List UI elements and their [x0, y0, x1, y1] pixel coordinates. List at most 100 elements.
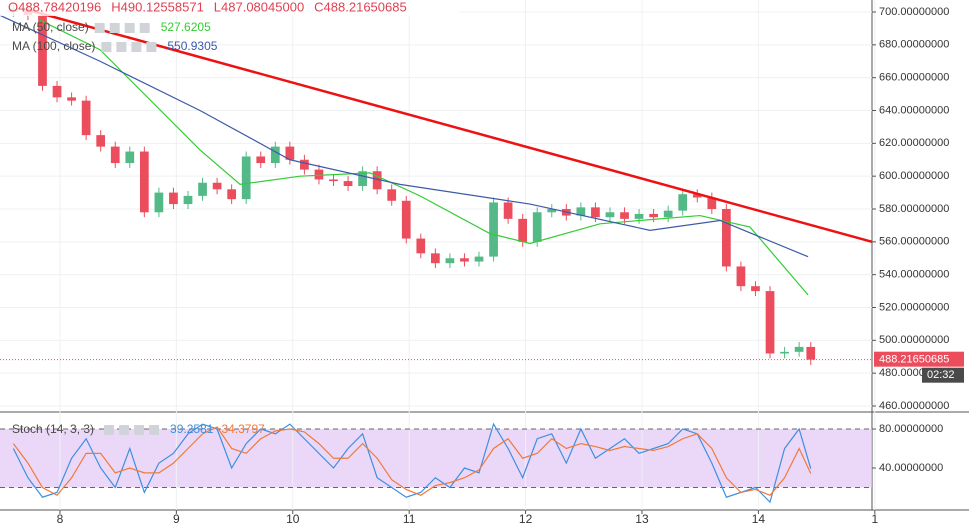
candle-body: [806, 346, 816, 360]
stoch-line: [12, 422, 812, 504]
last-price-box: [874, 351, 964, 367]
candle-body: [300, 159, 309, 170]
candle-body: [154, 192, 164, 213]
y-tick-label: 540.00000000: [879, 269, 949, 281]
candle-body: [503, 202, 513, 219]
candle-body: [139, 151, 149, 213]
candle-body: [794, 346, 804, 352]
candle-body: [547, 209, 557, 213]
x-tick-label: 1: [871, 512, 878, 526]
legend-icon[interactable]: [146, 42, 157, 52]
candle-body: [765, 291, 775, 354]
candle-body: [707, 197, 717, 210]
stoch-value: 39.2581: [170, 422, 214, 436]
last-price-label: 488.21650685: [879, 354, 949, 366]
candle-body: [751, 286, 760, 292]
legend-name: MA (100, close): [12, 39, 95, 53]
y-tick-label: 500.00000000: [879, 334, 949, 346]
candle-body: [532, 212, 542, 242]
candle-body: [445, 258, 455, 264]
legend-icon[interactable]: [119, 425, 130, 435]
legend-icon[interactable]: [149, 425, 160, 435]
moving-average: [39, 19, 809, 296]
stoch-title: Stoch (14, 3, 3): [12, 422, 94, 436]
candle-body: [270, 146, 280, 164]
legend-icon[interactable]: [109, 23, 120, 33]
legend-icon[interactable]: [134, 425, 145, 435]
candle-body: [372, 171, 382, 190]
y-tick-label: 40.00000000: [879, 462, 943, 474]
candle-body: [416, 238, 426, 254]
header-bg: [0, 0, 460, 16]
legend-icon[interactable]: [124, 23, 135, 33]
y-tick-label: 700.00000000: [879, 6, 949, 18]
candle-body: [358, 171, 367, 187]
candle-body: [489, 202, 498, 257]
legend-icon[interactable]: [101, 42, 112, 52]
candle-body: [460, 258, 469, 262]
legend-name: MA (50, close): [12, 20, 89, 34]
legend-value: 527.6205: [161, 20, 211, 34]
y-tick-label: 640.00000000: [879, 104, 949, 116]
countdown-box: [922, 367, 964, 383]
candle-body: [387, 189, 397, 201]
y-tick-label: 600.00000000: [879, 170, 949, 182]
candle-body: [518, 218, 528, 242]
candle-body: [663, 210, 673, 218]
legend-icon[interactable]: [104, 425, 115, 435]
candle-body: [780, 351, 789, 354]
candle-body: [256, 156, 266, 164]
candle-body: [125, 151, 135, 164]
candle-body: [605, 212, 615, 218]
candle-body: [649, 213, 658, 218]
legend-value: 550.9305: [167, 39, 217, 53]
candle-body: [38, 15, 47, 86]
candle-body: [52, 85, 62, 98]
x-tick-label: 13: [635, 512, 649, 526]
candle-body: [81, 100, 91, 136]
legend-icon[interactable]: [131, 42, 142, 52]
candle-body: [183, 195, 193, 205]
candle-body: [96, 135, 106, 147]
candle-body: [474, 256, 484, 262]
candle-body: [285, 146, 295, 160]
stoch-line: [12, 426, 812, 497]
candle-body: [110, 146, 120, 164]
ohlc-value: C488.21650685: [314, 0, 407, 14]
legend-icon[interactable]: [116, 42, 127, 52]
x-tick-label: 11: [403, 512, 416, 526]
x-tick-label: 8: [57, 512, 64, 526]
y-tick-label: 680.00000000: [879, 39, 949, 51]
candle-body: [343, 181, 353, 187]
candle-body: [401, 200, 411, 239]
candle-body: [198, 182, 207, 196]
candle-body: [692, 194, 702, 198]
ohlc-value: L487.08045000: [214, 0, 304, 14]
x-tick-label: 12: [519, 512, 533, 526]
candle-body: [576, 207, 586, 216]
ohlc-value: H490.12558571: [111, 0, 204, 14]
y-tick-label: 460.00000000: [879, 400, 949, 412]
candle-body: [430, 253, 440, 264]
stoch-value: 34.3797: [221, 422, 265, 436]
countdown: 02:32: [927, 369, 955, 381]
candle-body: [678, 194, 688, 211]
x-tick-label: 9: [173, 512, 180, 526]
candle-body: [241, 156, 251, 200]
candle-body: [736, 266, 746, 287]
legend-icon[interactable]: [139, 23, 150, 33]
candle-body: [169, 192, 178, 205]
candle-body: [227, 189, 237, 200]
legend-icon[interactable]: [94, 23, 105, 33]
moving-average: [0, 14, 809, 258]
y-tick-label: 560.00000000: [879, 236, 949, 248]
candle-body: [67, 97, 76, 101]
candle-body: [722, 209, 731, 267]
candle-body: [314, 169, 324, 180]
y-tick-label: 520.00000000: [879, 301, 949, 313]
trendline: [29, 9, 873, 244]
candle-body: [620, 212, 629, 219]
x-tick-label: 14: [752, 512, 766, 526]
candle-body: [329, 179, 338, 182]
